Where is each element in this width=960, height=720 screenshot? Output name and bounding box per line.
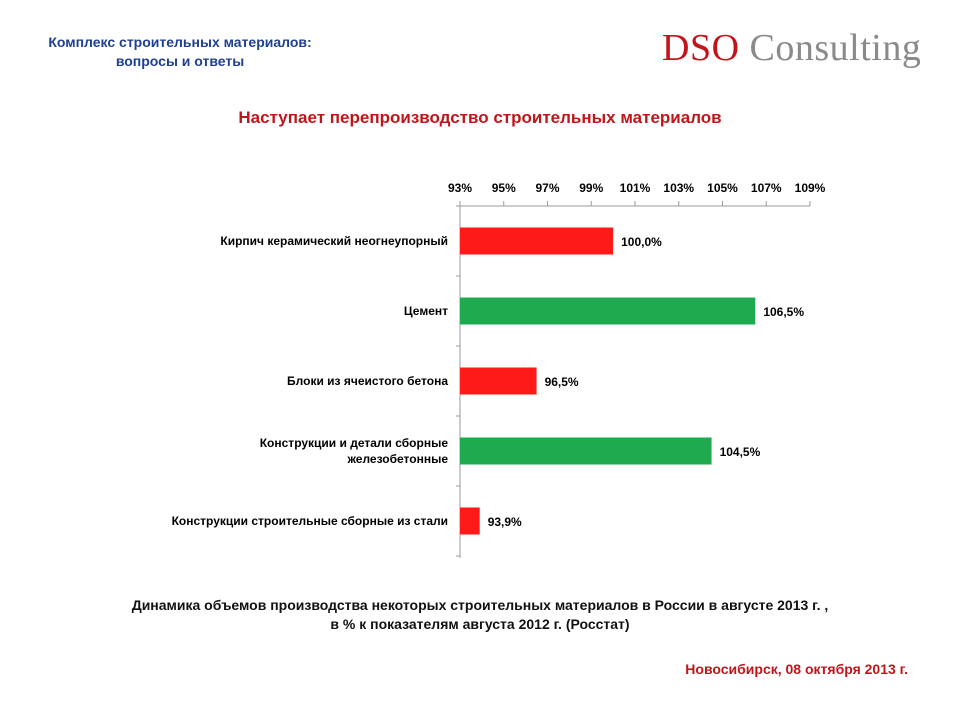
data-label: 106,5% [763, 305, 804, 319]
data-label: 96,5% [545, 375, 579, 389]
chart-caption: Динамика объемов производства некоторых … [40, 596, 920, 634]
category-label: Конструкции и детали сборные [260, 436, 449, 450]
footer-location-date: Новосибирск, 08 октября 2013 г. [685, 661, 908, 677]
data-label: 100,0% [621, 235, 662, 249]
x-tick-label: 107% [751, 181, 782, 195]
category-label: Конструкции строительные сборные из стал… [172, 514, 448, 528]
category-label: Цемент [404, 304, 448, 318]
x-tick-label: 101% [620, 181, 651, 195]
data-label: 93,9% [488, 515, 522, 529]
x-tick-label: 93% [448, 181, 472, 195]
data-label: 104,5% [720, 445, 761, 459]
bar [460, 227, 614, 255]
slide-title: Наступает перепроизводство строительных … [238, 108, 722, 127]
x-tick-label: 105% [707, 181, 738, 195]
category-label: Кирпич керамический неогнеупорный [220, 234, 448, 248]
x-tick-label: 99% [579, 181, 603, 195]
x-tick-label: 103% [663, 181, 694, 195]
x-tick-label: 95% [492, 181, 516, 195]
x-tick-label: 97% [535, 181, 559, 195]
logo-brand: DSO [662, 27, 740, 69]
x-tick-label: 109% [795, 181, 826, 195]
bar [460, 297, 756, 325]
caption-line1: Динамика объемов производства некоторых … [131, 597, 829, 613]
dso-consulting-logo: DSO Consulting [662, 26, 921, 70]
logo-rest: Consulting [749, 27, 922, 69]
category-label: железобетонные [346, 452, 448, 466]
header-title-line2: вопросы и ответы [115, 53, 245, 69]
category-label: Блоки из ячеистого бетона [287, 374, 448, 388]
bar [460, 437, 712, 465]
header-title-line1: Комплекс строительных материалов: [48, 34, 312, 50]
bar [460, 367, 537, 395]
header-title: Комплекс строительных материалов: вопрос… [30, 33, 330, 71]
caption-line2: в % к показателям августа 2012 г. (Росст… [330, 616, 630, 632]
bar [460, 507, 480, 535]
